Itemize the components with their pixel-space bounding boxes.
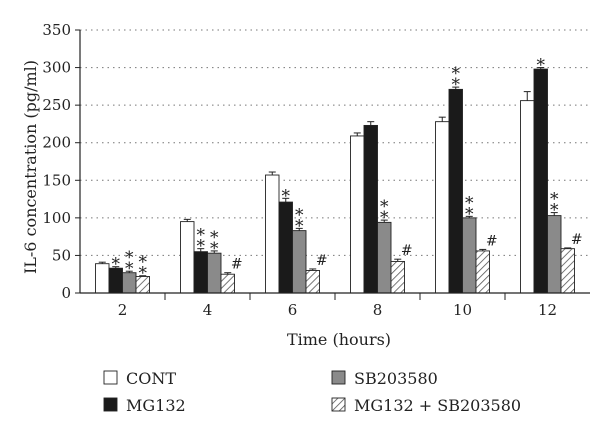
legend-swatch bbox=[331, 397, 346, 412]
significance-mark: * bbox=[380, 197, 389, 217]
bar bbox=[265, 174, 280, 294]
bars-layer: * ** **** **#***#**#****#***# bbox=[95, 56, 583, 294]
bar bbox=[180, 221, 195, 294]
x-tick-label: 4 bbox=[203, 301, 213, 319]
bar bbox=[95, 263, 110, 294]
bar bbox=[520, 100, 535, 294]
bar bbox=[448, 88, 463, 294]
significance-mark: * bbox=[465, 193, 474, 213]
bar bbox=[207, 252, 222, 294]
significance-mark: * bbox=[125, 259, 134, 279]
significance-mark: * bbox=[550, 201, 559, 221]
significance-mark: * bbox=[550, 190, 559, 210]
axes-layer: 0 50 100 150 200 250 300 350 2 4 6 8 10 12 bbox=[42, 21, 590, 319]
bar bbox=[462, 217, 477, 294]
significance-mark: * bbox=[139, 264, 148, 284]
x-tick-label: 2 bbox=[118, 301, 128, 319]
significance-mark: # bbox=[231, 257, 243, 273]
bar bbox=[305, 270, 320, 294]
bar bbox=[292, 230, 307, 294]
significance-mark: * bbox=[295, 216, 304, 236]
x-axis-label: Time (hours) bbox=[287, 330, 391, 349]
y-tick-label: 100 bbox=[42, 209, 71, 227]
y-tick-label: 200 bbox=[42, 134, 71, 152]
bar bbox=[350, 135, 365, 294]
y-tick-label: 350 bbox=[42, 21, 71, 39]
significance-mark: * bbox=[210, 228, 219, 248]
significance-mark: * bbox=[197, 226, 206, 246]
significance-mark: * bbox=[380, 208, 389, 228]
x-tick-label: 12 bbox=[538, 301, 557, 319]
legend-label: MG132 bbox=[126, 396, 186, 415]
legend-label: MG132 + SB203580 bbox=[354, 396, 521, 415]
significance-mark: * bbox=[282, 186, 291, 206]
significance-mark: * bbox=[210, 239, 219, 259]
x-tick-label: 8 bbox=[373, 301, 383, 319]
significance-mark: * bbox=[112, 255, 121, 275]
y-tick-label: 250 bbox=[42, 96, 71, 114]
legend-swatch bbox=[103, 397, 118, 412]
significance-mark: # bbox=[316, 253, 328, 269]
significance-mark: * bbox=[452, 75, 461, 95]
significance-mark: * bbox=[125, 248, 134, 268]
y-axis-label: IL-6 concentration (pg/ml) bbox=[21, 60, 40, 274]
bar bbox=[475, 250, 490, 294]
bar bbox=[363, 124, 378, 294]
significance-mark: # bbox=[401, 243, 413, 259]
significance-mark: * bbox=[452, 64, 461, 84]
bar bbox=[560, 248, 575, 294]
significance-mark: # bbox=[486, 233, 498, 249]
bar bbox=[278, 201, 293, 294]
y-tick-label: 300 bbox=[42, 59, 71, 77]
significance-mark: * bbox=[139, 253, 148, 273]
significance-mark: # bbox=[571, 232, 583, 248]
bar bbox=[533, 68, 548, 294]
y-tick-label: 0 bbox=[61, 284, 71, 302]
legend: CONT MG132 SB203580 MG132 + SB203580 bbox=[103, 369, 521, 415]
legend-label: SB203580 bbox=[354, 369, 438, 388]
bar bbox=[390, 260, 405, 294]
legend-swatch bbox=[103, 370, 118, 385]
significance-mark: * bbox=[197, 237, 206, 257]
gridlines bbox=[80, 29, 590, 256]
significance-mark: * bbox=[465, 204, 474, 224]
significance-mark: * bbox=[537, 56, 546, 76]
legend-label: CONT bbox=[126, 369, 176, 388]
significance-mark: * bbox=[295, 205, 304, 225]
x-tick-label: 10 bbox=[453, 301, 472, 319]
bar bbox=[193, 251, 208, 294]
bar bbox=[377, 221, 392, 294]
x-tick-label: 6 bbox=[288, 301, 298, 319]
bar bbox=[435, 121, 450, 294]
y-tick-label: 150 bbox=[42, 171, 71, 189]
legend-swatch bbox=[331, 370, 346, 385]
y-tick-label: 50 bbox=[52, 246, 71, 264]
bar bbox=[220, 273, 235, 294]
bar bbox=[547, 215, 562, 294]
